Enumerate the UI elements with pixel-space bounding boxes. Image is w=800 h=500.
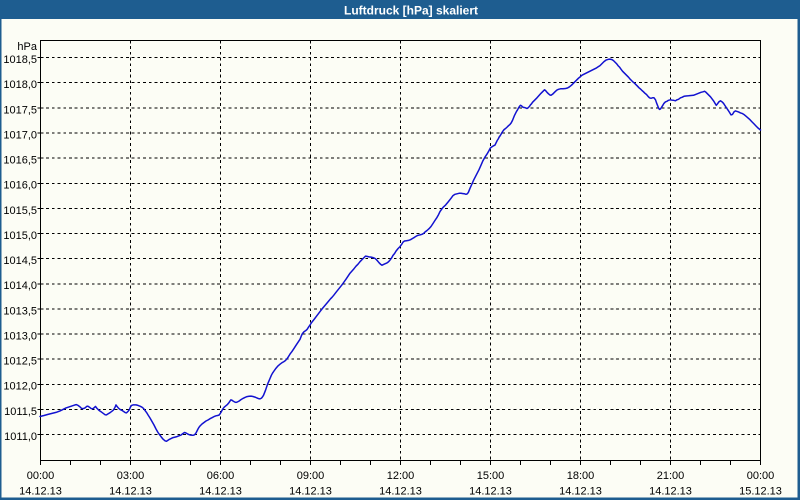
svg-text:1015,0: 1015,0 [3,230,37,242]
svg-text:14.12.13: 14.12.13 [109,485,152,497]
svg-text:18:00: 18:00 [567,470,595,482]
svg-text:Luftdruck [hPa] skaliert: Luftdruck [hPa] skaliert [344,3,478,17]
svg-text:1013,5: 1013,5 [3,305,37,317]
svg-text:09:00: 09:00 [297,470,325,482]
svg-text:15.12.13: 15.12.13 [739,485,782,497]
svg-text:1016,5: 1016,5 [3,155,37,167]
svg-text:1018,0: 1018,0 [3,79,37,91]
svg-text:06:00: 06:00 [207,470,235,482]
svg-text:14.12.13: 14.12.13 [19,485,62,497]
svg-text:1015,5: 1015,5 [3,205,37,217]
svg-text:14.12.13: 14.12.13 [199,485,242,497]
svg-text:12:00: 12:00 [387,470,415,482]
svg-text:1014,5: 1014,5 [3,255,37,267]
svg-text:14.12.13: 14.12.13 [559,485,602,497]
svg-text:1011,5: 1011,5 [4,406,37,418]
svg-text:1012,0: 1012,0 [3,381,37,393]
svg-text:14.12.13: 14.12.13 [469,485,512,497]
svg-text:15:00: 15:00 [477,470,505,482]
svg-text:1018,5: 1018,5 [3,54,37,66]
svg-text:00:00: 00:00 [27,470,55,482]
svg-text:hPa: hPa [17,41,37,53]
svg-text:03:00: 03:00 [117,470,145,482]
svg-text:1011,0: 1011,0 [4,431,37,443]
svg-text:1016,0: 1016,0 [3,180,37,192]
svg-text:1017,0: 1017,0 [3,129,37,141]
svg-text:1013,0: 1013,0 [3,330,37,342]
svg-text:14.12.13: 14.12.13 [379,485,422,497]
svg-text:00:00: 00:00 [747,470,775,482]
svg-text:1014,0: 1014,0 [3,280,37,292]
svg-text:1017,5: 1017,5 [3,104,37,116]
svg-text:21:00: 21:00 [657,470,685,482]
svg-text:14.12.13: 14.12.13 [289,485,332,497]
svg-text:1012,5: 1012,5 [3,356,37,368]
svg-text:14.12.13: 14.12.13 [649,485,692,497]
